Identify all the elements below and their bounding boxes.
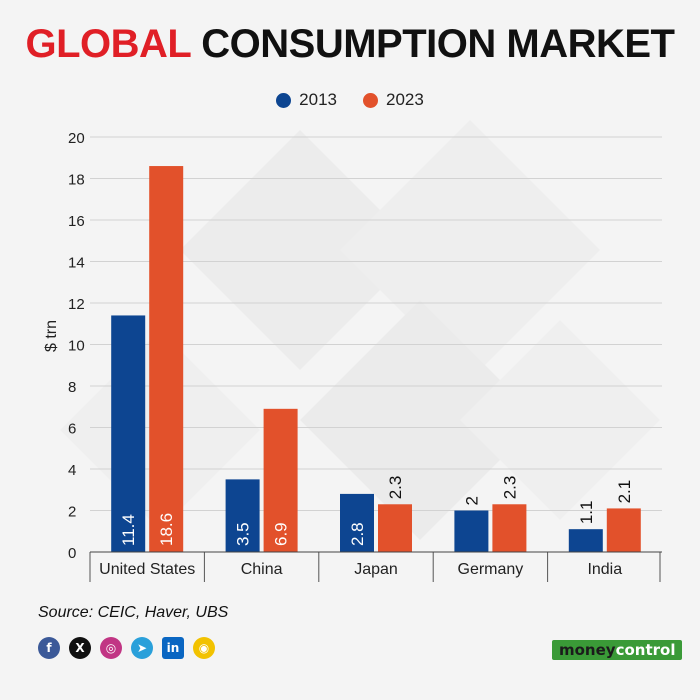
bar <box>606 508 641 552</box>
bar-value-label: 11.4 <box>119 514 138 546</box>
legend-swatch-2023 <box>363 92 378 108</box>
bar-value-label: 6.9 <box>272 522 291 546</box>
app-icon[interactable]: ◉ <box>193 637 215 659</box>
bar-value-label: 18.6 <box>157 513 176 546</box>
source-note: Source: CEIC, Haver, UBS <box>38 604 229 621</box>
facebook-icon[interactable]: f <box>38 637 60 659</box>
legend-swatch-2013 <box>276 92 292 108</box>
instagram-icon[interactable]: ◎ <box>100 637 122 659</box>
y-tick-label: 2 <box>68 504 76 521</box>
bar-value-label: 2.3 <box>386 476 405 500</box>
legend-label-2023: 2023 <box>386 90 424 109</box>
y-tick-label: 16 <box>68 213 85 230</box>
bar <box>225 479 260 552</box>
bar <box>149 166 184 553</box>
legend-item-2013: 2013 <box>276 90 337 110</box>
bar-value-label: 2.3 <box>500 476 519 500</box>
y-tick-label: 12 <box>68 296 85 313</box>
bar-value-label: 3.5 <box>234 522 253 546</box>
bar-value-label: 2 <box>462 496 481 505</box>
x-tick-label: Germany <box>458 561 524 578</box>
bar-value-label: 2.1 <box>615 480 634 504</box>
x-tick-label: India <box>587 561 622 578</box>
bar <box>492 504 527 552</box>
bar <box>454 510 489 552</box>
bar-value-label: 2.8 <box>348 522 367 546</box>
title-rest: CONSUMPTION MARKET <box>201 22 675 66</box>
telegram-icon[interactable]: ➤ <box>131 637 153 659</box>
bar <box>111 315 146 552</box>
y-tick-label: 10 <box>68 338 85 355</box>
x-tick-label: China <box>241 561 283 578</box>
linkedin-icon[interactable]: in <box>162 637 184 659</box>
social-icons: f X ◎ ➤ in ◉ <box>38 637 215 659</box>
bar-value-label: 1.1 <box>577 501 596 525</box>
y-tick-label: 20 <box>68 130 85 147</box>
y-tick-label: 4 <box>68 462 76 479</box>
chart-title: GLOBAL CONSUMPTION MARKET <box>0 22 700 67</box>
y-tick-label: 14 <box>68 255 85 272</box>
title-highlight: GLOBAL <box>25 22 192 66</box>
bar <box>263 408 298 552</box>
y-tick-label: 0 <box>68 545 76 562</box>
legend-label-2013: 2013 <box>299 90 337 109</box>
x-tick-label: United States <box>99 561 195 578</box>
legend-item-2023: 2023 <box>363 90 424 110</box>
bar <box>568 529 603 552</box>
y-tick-label: 6 <box>68 421 76 438</box>
bar <box>340 493 374 552</box>
legend: 2013 2023 <box>0 90 700 110</box>
x-tick-label: Japan <box>354 561 398 578</box>
y-tick-label: 18 <box>68 172 85 189</box>
y-axis-label: $ trn <box>43 320 60 352</box>
y-tick-label: 8 <box>68 379 76 396</box>
x-icon[interactable]: X <box>69 637 91 659</box>
brand-logo: moneycontrol <box>552 640 683 660</box>
bar <box>378 504 412 552</box>
